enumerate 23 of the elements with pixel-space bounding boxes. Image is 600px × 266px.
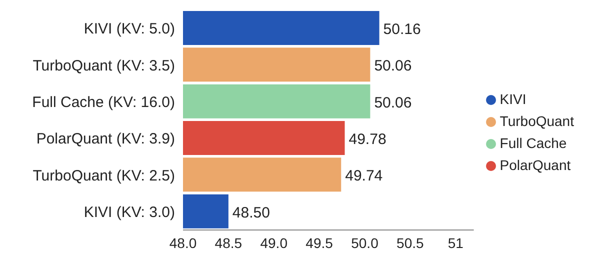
x-tick-label: 49.0 bbox=[260, 234, 288, 251]
x-tick-label: 51 bbox=[448, 234, 464, 251]
data-label: 50.16 bbox=[383, 21, 421, 38]
data-label: 48.50 bbox=[232, 204, 270, 222]
y-tick-label: KIVI (KV: 3.0) bbox=[84, 204, 175, 221]
y-tick-label: KIVI (KV: 5.0) bbox=[84, 20, 175, 38]
legend-label: PolarQuant bbox=[500, 157, 571, 173]
x-tick-label: 50.5 bbox=[396, 234, 424, 251]
y-tick-label: Full Cache (KV: 16.0) bbox=[32, 94, 175, 111]
data-label: 49.74 bbox=[345, 168, 383, 185]
x-tick-label: 49.5 bbox=[306, 234, 334, 251]
legend-label: KIVI bbox=[500, 91, 526, 107]
y-tick-label: TurboQuant (KV: 3.5) bbox=[32, 57, 175, 74]
x-tick-label: 48.5 bbox=[214, 234, 242, 251]
x-tick-label: 48.0 bbox=[169, 234, 197, 251]
data-label: 49.78 bbox=[348, 131, 386, 148]
legend-label: Full Cache bbox=[500, 135, 567, 151]
y-tick-label: TurboQuant (KV: 2.5) bbox=[32, 167, 175, 184]
x-tick-label: 50.0 bbox=[351, 234, 379, 251]
y-tick-label: PolarQuant (KV: 3.9) bbox=[36, 130, 175, 148]
data-label: 50.06 bbox=[374, 58, 412, 75]
legend-label: TurboQuant bbox=[500, 113, 574, 129]
data-label: 50.06 bbox=[374, 94, 412, 112]
